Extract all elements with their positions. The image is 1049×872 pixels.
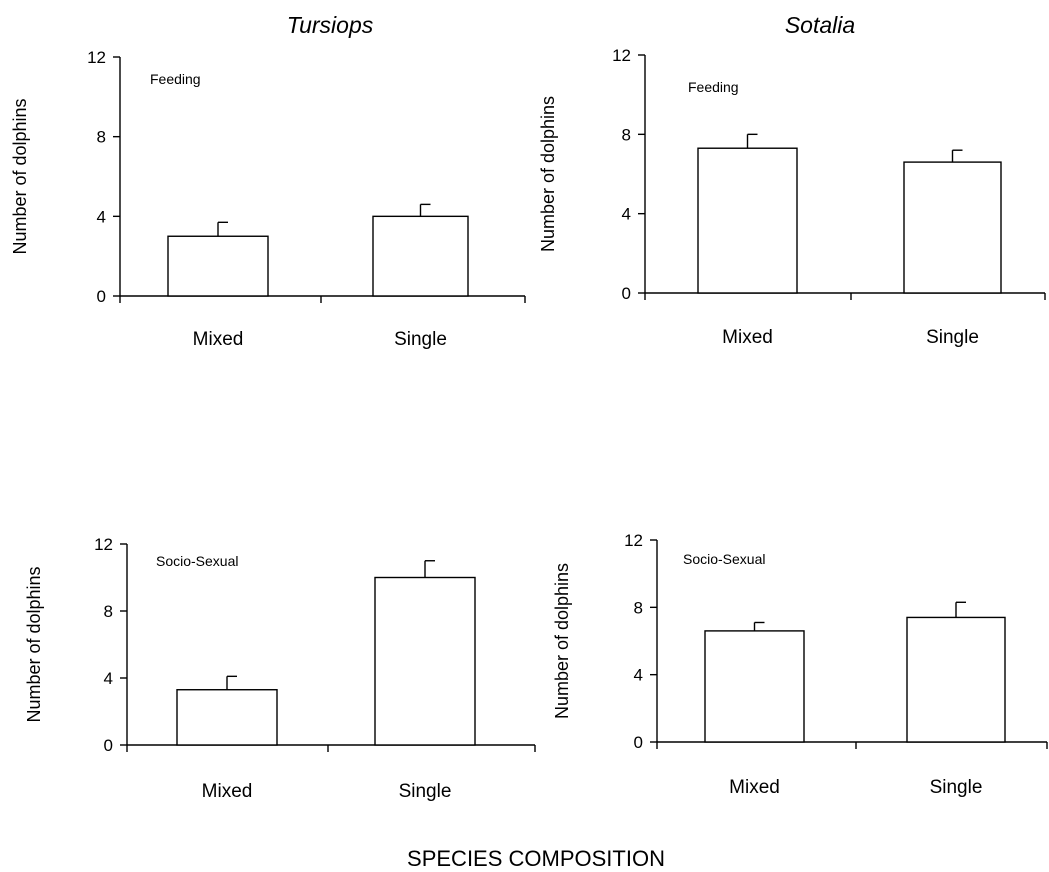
y-tick-label: 4 xyxy=(97,207,106,226)
category-label-mixed: Mixed xyxy=(722,327,773,348)
category-label-single: Single xyxy=(399,781,452,802)
panel-label: Socio-Sexual xyxy=(683,551,766,567)
y-tick-label: 12 xyxy=(624,531,643,550)
bar-single xyxy=(372,215,469,297)
bar-mixed xyxy=(697,147,798,294)
y-tick-label: 0 xyxy=(97,287,106,306)
panel-4: 0 4 8 12 Number of dolphins Socio-Sexual Mixed… xyxy=(552,531,1048,798)
panel-1: 0 4 8 12 Number of dolphins Feeding Mixed Singl… xyxy=(10,48,526,350)
y-tick-label: 4 xyxy=(104,669,113,688)
y-tick-label: 8 xyxy=(97,128,106,147)
bar-single xyxy=(374,576,476,746)
bar-single xyxy=(903,161,1002,294)
category-label-mixed: Mixed xyxy=(193,329,244,350)
panel-3: 0 4 8 12 Number of dolphins Socio-Sexual Mixed… xyxy=(24,535,536,802)
x-axis-group-label: SPECIES COMPOSITION xyxy=(407,846,665,871)
y-tick-label: 0 xyxy=(104,736,113,755)
panels: 0 4 8 12 Number of dolphins Feeding Mixed Singl… xyxy=(10,46,1048,802)
y-tick-label: 8 xyxy=(104,602,113,621)
y-tick-label: 12 xyxy=(87,48,106,67)
category-label-mixed: Mixed xyxy=(729,777,780,798)
panel-label: Feeding xyxy=(688,79,739,95)
y-tick-label: 0 xyxy=(634,733,643,752)
column-title-tursiops: Tursiops xyxy=(287,12,374,38)
bar-mixed xyxy=(167,235,269,297)
panel-label: Socio-Sexual xyxy=(156,553,239,569)
y-tick-label: 0 xyxy=(622,284,631,303)
y-tick-label: 12 xyxy=(94,535,113,554)
bar-mixed xyxy=(704,630,805,743)
column-title-sotalia: Sotalia xyxy=(785,12,855,38)
y-axis-label: Number of dolphins xyxy=(24,566,44,722)
y-tick-label: 8 xyxy=(622,125,631,144)
category-label-single: Single xyxy=(394,329,447,350)
y-tick-label: 4 xyxy=(634,666,643,685)
y-tick-label: 8 xyxy=(634,598,643,617)
y-tick-label: 12 xyxy=(612,46,631,65)
y-axis-label: Number of dolphins xyxy=(538,96,558,252)
panel-label: Feeding xyxy=(150,71,201,87)
y-tick-label: 4 xyxy=(622,205,631,224)
category-label-single: Single xyxy=(926,327,979,348)
y-axis-label: Number of dolphins xyxy=(552,563,572,719)
bar-single xyxy=(906,616,1006,743)
category-label-single: Single xyxy=(930,777,983,798)
category-label-mixed: Mixed xyxy=(202,781,253,802)
panel-2: 0 4 8 12 Number of dolphins Feeding Mixed Singl… xyxy=(538,46,1046,348)
bar-mixed xyxy=(176,689,278,746)
y-axis-label: Number of dolphins xyxy=(10,98,30,254)
